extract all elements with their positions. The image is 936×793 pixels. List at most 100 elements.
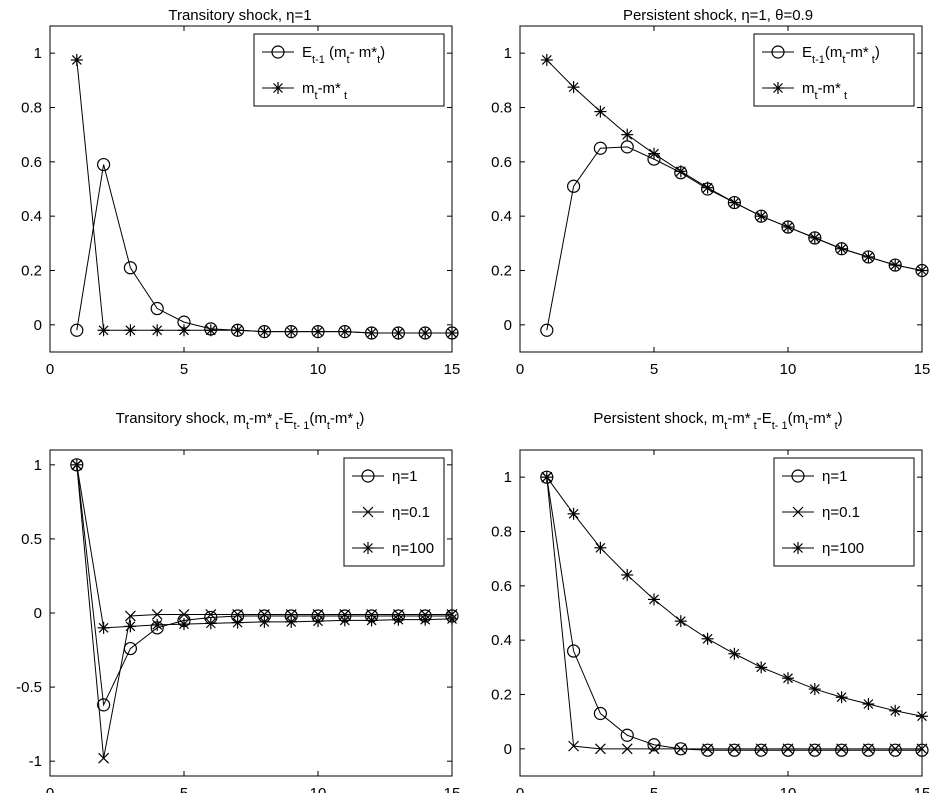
data-point: [70, 323, 84, 337]
data-point: [728, 647, 741, 660]
data-point: [285, 615, 298, 628]
chart-panel-1: 0 5 10 15 0 0.2 0.4 0.6 0.8 1 Transitory shock, η=…: [21, 7, 460, 378]
series-line: [546, 146, 923, 331]
y-tick-label: 0.4: [491, 208, 512, 225]
data-point: [312, 325, 324, 338]
x-tick-label: 0: [516, 361, 524, 378]
x-tick-label: 10: [310, 361, 327, 378]
legend: Et-1 (mt- m*t) mt-m* t: [253, 33, 445, 107]
data-point: [594, 541, 607, 554]
series-line: [76, 164, 452, 334]
y-tick-label: 0.8: [491, 524, 512, 541]
data-point: [178, 609, 190, 620]
y-tick-label: 1: [34, 45, 42, 62]
data-point: [861, 743, 876, 757]
data-point: [702, 743, 714, 755]
data-point: [312, 615, 324, 628]
data-point: [836, 743, 848, 755]
chart-title: Persistent shock, mt-m* t-Et- 1(mt-m* t): [593, 410, 842, 432]
y-tick-label: 0.6: [491, 578, 512, 595]
data-point: [889, 704, 902, 717]
data-point: [567, 507, 580, 520]
chart-title: Transitory shock, mt-m* t-Et- 1(mt-m* t): [116, 410, 365, 432]
data-point: [151, 618, 164, 631]
legend-marker: [361, 469, 375, 483]
chart-title: Persistent shock, η=1, θ=0.9: [623, 7, 813, 24]
legend-label: η=1: [392, 468, 417, 485]
legend-label: Et-1 (mt- m*t): [302, 44, 385, 66]
series-3: [540, 471, 928, 723]
data-point: [96, 157, 111, 172]
data-point: [540, 53, 553, 66]
data-point: [97, 324, 110, 337]
chart-panel-2: 0 5 10 15 0 0.2 0.4 0.6 0.8 1 Persistent shock, η=…: [491, 7, 930, 378]
data-point: [231, 324, 244, 337]
legend-marker: [362, 506, 374, 518]
legend-label: η=0.1: [392, 504, 430, 521]
data-point: [620, 140, 634, 154]
data-point: [70, 53, 83, 66]
data-point: [808, 231, 821, 244]
data-point: [204, 617, 217, 630]
data-point: [540, 471, 553, 484]
x-tick-label: 0: [46, 785, 54, 793]
data-point: [258, 325, 271, 338]
data-point: [97, 621, 110, 634]
legend: Et-1(mt-m* t) mt-m* t: [753, 33, 915, 107]
data-point: [754, 743, 768, 757]
data-point: [419, 326, 432, 339]
data-point: [648, 593, 660, 606]
y-tick-label: 0.4: [491, 632, 512, 649]
data-point: [808, 683, 821, 696]
legend-label: η=100: [392, 540, 434, 557]
data-point: [755, 743, 767, 755]
legend: η=1 η=0.1 η=100: [343, 457, 445, 567]
y-tick-label: 0.2: [491, 687, 512, 704]
legend-label: mt-m* t: [302, 80, 347, 102]
series-line: [546, 477, 922, 751]
data-point: [98, 752, 110, 764]
data-point: [258, 615, 271, 628]
data-point: [834, 743, 849, 757]
legend-marker: [772, 82, 784, 94]
legend-label: η=0.1: [822, 504, 860, 521]
x-tick-label: 0: [46, 361, 54, 378]
data-point: [621, 743, 633, 755]
data-point: [700, 743, 715, 757]
data-point: [889, 743, 901, 755]
legend-marker: [271, 45, 285, 59]
chart-panel-3: 0 5 10 15 -1 -0.5 0 0.5 1 Transitory shock, mt-m*…: [16, 410, 460, 793]
chart-title: Transitory shock, η=1: [168, 7, 311, 24]
legend-marker: [791, 469, 805, 483]
series-2: [540, 53, 928, 277]
data-point: [809, 743, 821, 755]
legend-marker: [792, 542, 804, 554]
data-point: [674, 615, 687, 628]
data-point: [231, 616, 244, 629]
y-tick-label: 0.2: [21, 263, 42, 280]
data-point: [338, 325, 351, 338]
data-point: [620, 728, 634, 742]
legend-label: mt-m* t: [802, 80, 847, 102]
y-tick-label: 1: [504, 469, 512, 486]
y-tick-label: 1: [504, 45, 512, 62]
x-tick-label: 5: [650, 785, 658, 793]
data-point: [755, 210, 768, 223]
x-tick-label: 10: [780, 785, 797, 793]
data-point: [566, 644, 581, 658]
data-point: [540, 323, 554, 337]
data-point: [888, 743, 902, 757]
x-tick-label: 15: [914, 785, 931, 793]
series-1: [540, 140, 929, 337]
data-point: [566, 179, 581, 193]
legend-marker: [792, 506, 804, 518]
x-tick-label: 15: [444, 361, 461, 378]
data-point: [232, 609, 244, 620]
legend-marker: [362, 542, 374, 554]
y-tick-label: -0.5: [16, 679, 42, 696]
data-point: [124, 620, 137, 633]
y-tick-label: 0: [34, 605, 42, 622]
data-point: [178, 618, 190, 631]
y-tick-label: 0: [504, 317, 512, 334]
data-point: [124, 324, 137, 337]
